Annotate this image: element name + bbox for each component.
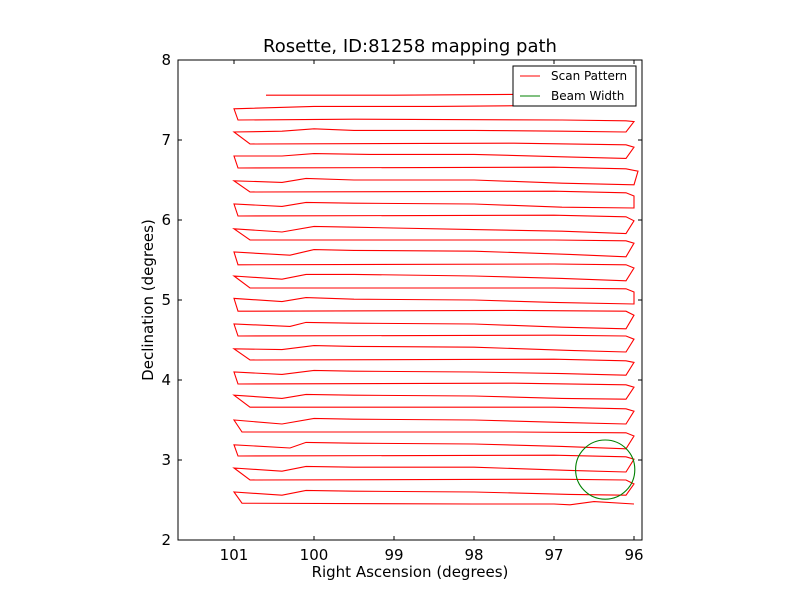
plot-content	[232, 93, 639, 506]
x-axis: 101 100 99 98 97 96	[220, 60, 644, 564]
y-tick-label: 4	[161, 371, 171, 389]
x-tick-label: 98	[464, 546, 483, 564]
legend-label-scan-pattern: Scan Pattern	[551, 69, 627, 83]
y-axis: 2 3 4 5 6 7 8	[161, 51, 642, 549]
x-tick-label: 99	[384, 546, 403, 564]
chart-title: Rosette, ID:81258 mapping path	[263, 36, 557, 57]
y-tick-label: 3	[161, 451, 171, 469]
legend-box	[512, 65, 637, 107]
y-tick-label: 2	[161, 531, 171, 549]
x-tick-label: 97	[544, 546, 563, 564]
y-tick-label: 8	[161, 51, 171, 69]
scan-pattern-line	[232, 93, 639, 506]
x-tick-label: 101	[220, 546, 249, 564]
beam-width-circle	[575, 439, 636, 500]
legend-label-beam-width: Beam Width	[551, 89, 624, 103]
y-tick-label: 5	[161, 291, 171, 309]
x-tick-label: 100	[300, 546, 329, 564]
legend: Scan Pattern Beam Width	[512, 65, 637, 107]
x-axis-label: Right Ascension (degrees)	[312, 563, 509, 581]
y-axis-label: Declination (degrees)	[139, 219, 157, 381]
x-tick-label: 96	[624, 546, 643, 564]
y-tick-label: 7	[161, 131, 171, 149]
y-tick-label: 6	[161, 211, 171, 229]
